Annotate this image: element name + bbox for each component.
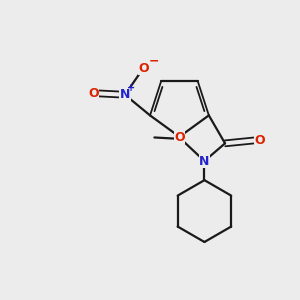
Text: N: N bbox=[120, 88, 130, 101]
Text: O: O bbox=[254, 134, 265, 147]
Text: N: N bbox=[199, 154, 210, 167]
Text: O: O bbox=[88, 87, 99, 100]
Text: O: O bbox=[174, 131, 185, 144]
Text: −: − bbox=[148, 54, 159, 68]
Text: +: + bbox=[128, 83, 136, 93]
Text: O: O bbox=[139, 62, 149, 75]
